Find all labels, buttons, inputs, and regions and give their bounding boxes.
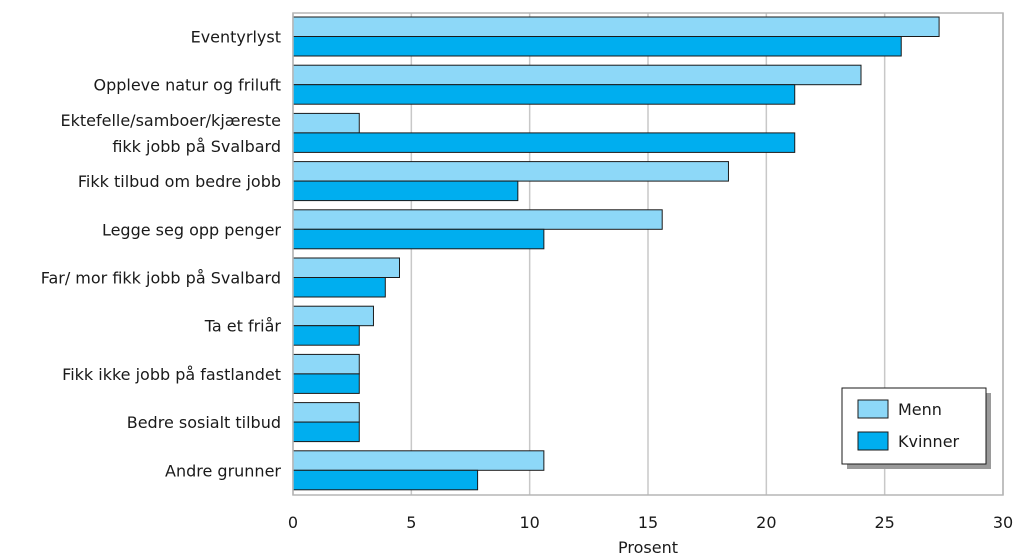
category-label-line: Ektefelle/samboer/kjæreste bbox=[60, 111, 281, 130]
category-label-line: Eventyrlyst bbox=[191, 28, 281, 47]
bar-menn-bedre-sosialt-tilbud bbox=[292, 402, 360, 423]
legend-label-menn: Menn bbox=[898, 400, 942, 419]
category-label-ta-et-friar: Ta et friår bbox=[204, 317, 282, 336]
bar-menn-andre-grunner bbox=[292, 450, 545, 471]
bar-kvinner-fikk-tilbud-om-bedre-jobb bbox=[292, 180, 519, 202]
x-tick-label-30: 30 bbox=[993, 513, 1013, 532]
x-tick-label-5: 5 bbox=[406, 513, 416, 532]
category-label-line: Andre grunner bbox=[165, 461, 281, 480]
x-tick-label-0: 0 bbox=[288, 513, 298, 532]
bar-kvinner-legge-seg-opp-penger bbox=[292, 228, 545, 250]
category-label-far-mor-fikk-jobb-pa-svalbard: Far/ mor fikk jobb på Svalbard bbox=[41, 269, 281, 288]
bar-kvinner-oppleve-natur-og-friluft bbox=[292, 84, 796, 105]
bar-menn-far-mor-fikk-jobb-pa-svalbard bbox=[292, 257, 400, 278]
category-label-oppleve-natur-og-friluft: Oppleve natur og friluft bbox=[93, 76, 281, 95]
bar-menn-fikk-tilbud-om-bedre-jobb bbox=[292, 161, 729, 182]
bar-menn-fikk-ikke-jobb-pa-fastlandet bbox=[292, 353, 360, 375]
bar-menn-eventyrlyst bbox=[292, 16, 940, 37]
bar-menn-ta-et-friar bbox=[292, 305, 374, 327]
x-tick-label-25: 25 bbox=[874, 513, 894, 532]
category-label-line: Oppleve natur og friluft bbox=[93, 76, 281, 95]
category-label-fikk-ikke-jobb-pa-fastlandet: Fikk ikke jobb på fastlandet bbox=[62, 365, 281, 384]
bar-menn-ektefelle-samboer-kjaereste-fikk-jobb-pa-svalbard bbox=[292, 112, 360, 134]
category-label-ektefelle-samboer-kjaereste-fikk-jobb-pa-svalbard: Ektefelle/samboer/kjæreste fikk jobb på S… bbox=[60, 111, 281, 156]
category-label-line: Ta et friår bbox=[204, 317, 282, 336]
legend-swatch-menn bbox=[857, 399, 889, 419]
category-label-fikk-tilbud-om-bedre-jobb: Fikk tilbud om bedre jobb bbox=[78, 172, 281, 191]
bar-kvinner-far-mor-fikk-jobb-pa-svalbard bbox=[292, 277, 386, 298]
x-axis-title: Prosent bbox=[618, 538, 678, 556]
category-label-line: Legge seg opp penger bbox=[102, 220, 281, 239]
legend-swatch-kvinner bbox=[857, 431, 889, 451]
bar-kvinner-bedre-sosialt-tilbud bbox=[292, 421, 360, 443]
x-tick-label-15: 15 bbox=[638, 513, 658, 532]
category-label-line: Fikk ikke jobb på fastlandet bbox=[62, 365, 281, 384]
category-label-line: Far/ mor fikk jobb på Svalbard bbox=[41, 269, 281, 288]
bar-kvinner-andre-grunner bbox=[292, 469, 479, 491]
x-tick-label-20: 20 bbox=[756, 513, 776, 532]
bar-menn-legge-seg-opp-penger bbox=[292, 209, 663, 230]
bar-kvinner-ta-et-friar bbox=[292, 325, 360, 346]
category-labels: Eventyrlyst Oppleve natur og friluft Ektef… bbox=[41, 28, 282, 481]
category-label-line: Bedre sosialt tilbud bbox=[127, 413, 281, 432]
category-label-legge-seg-opp-penger: Legge seg opp penger bbox=[102, 220, 281, 239]
category-label-line: Fikk tilbud om bedre jobb bbox=[78, 172, 281, 191]
category-label-andre-grunner: Andre grunner bbox=[165, 461, 281, 480]
bar-kvinner-eventyrlyst bbox=[292, 36, 902, 57]
legend-label-kvinner: Kvinner bbox=[898, 432, 960, 451]
category-label-line: fikk jobb på Svalbard bbox=[112, 137, 281, 156]
bar-kvinner-fikk-ikke-jobb-pa-fastlandet bbox=[292, 373, 360, 394]
bars bbox=[292, 16, 940, 491]
bar-menn-oppleve-natur-og-friluft bbox=[292, 64, 862, 86]
category-label-bedre-sosialt-tilbud: Bedre sosialt tilbud bbox=[127, 413, 281, 432]
plot-frame bbox=[292, 12, 1004, 496]
bar-kvinner-ektefelle-samboer-kjaereste-fikk-jobb-pa-svalbard bbox=[292, 132, 796, 153]
legend: Menn Kvinner bbox=[841, 387, 991, 469]
x-tick-labels: 0 5 10 15 20 25 30 bbox=[288, 513, 1013, 532]
x-tick-label-10: 10 bbox=[519, 513, 539, 532]
category-label-eventyrlyst: Eventyrlyst bbox=[191, 28, 281, 47]
